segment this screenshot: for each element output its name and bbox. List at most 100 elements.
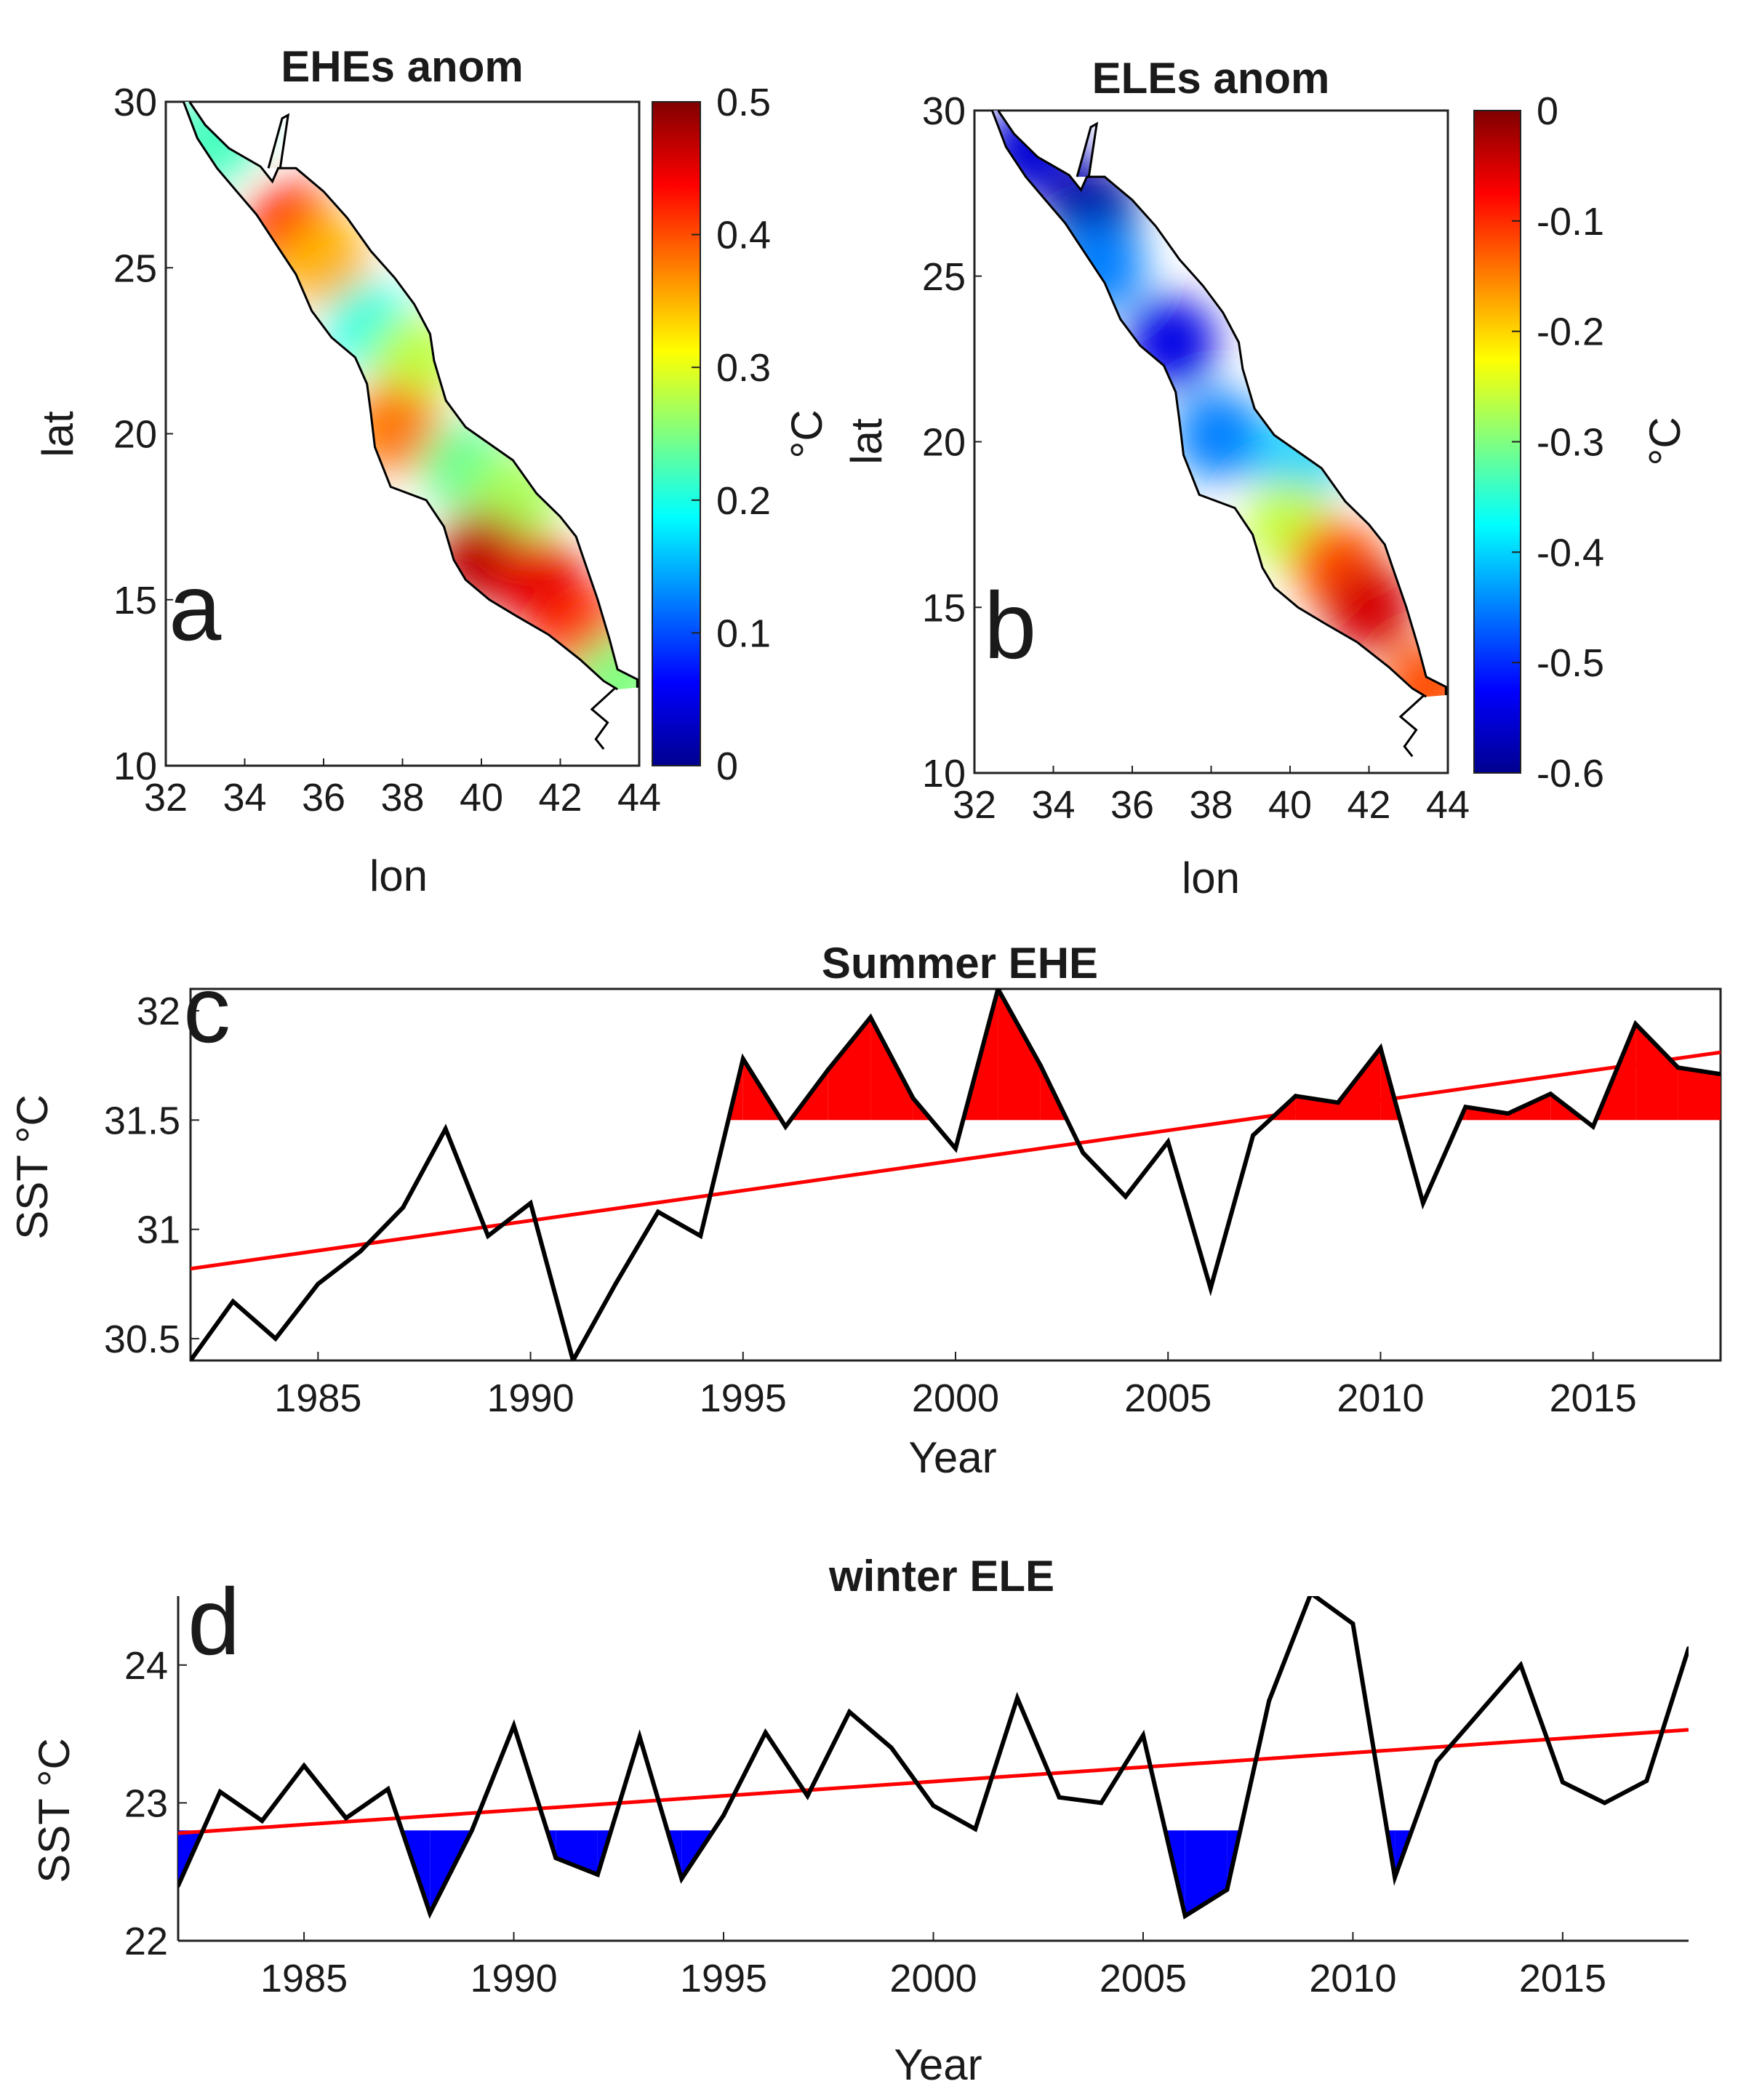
field-cell — [1382, 641, 1446, 697]
sst-point — [1633, 1022, 1638, 1027]
sst-point — [1208, 1286, 1213, 1291]
chart-d-title: winter ELE — [828, 1552, 1054, 1600]
trend-line — [191, 1050, 1721, 1271]
sst-point — [613, 1281, 618, 1286]
colorbar-tick-label: 0.2 — [716, 479, 771, 523]
chart-d-xlabel: Year — [894, 2040, 982, 2089]
exceedance-fill — [998, 989, 1041, 1121]
colorbar-tick-label: 0 — [1537, 89, 1558, 133]
map-a-xlabel: lon — [369, 851, 428, 900]
x-tick-label: 1995 — [700, 1376, 787, 1420]
sst-point — [1123, 1194, 1128, 1199]
coastline-b — [990, 110, 1447, 758]
x-tick-label: 44 — [1426, 783, 1470, 827]
field-cell — [1174, 390, 1265, 481]
y-tick-label: 20 — [922, 421, 966, 465]
sst-point — [273, 1336, 278, 1341]
sst-point — [217, 1790, 223, 1795]
sst-point — [953, 1146, 958, 1151]
sst-point — [1420, 1201, 1425, 1206]
y-tick-label: 25 — [922, 255, 966, 299]
sst-point — [1336, 1100, 1340, 1105]
colorbar-tick-label: -0.5 — [1537, 641, 1604, 685]
sst-point — [1267, 1699, 1272, 1704]
colorbar-tick-label: 0.5 — [716, 81, 771, 124]
exceedance-fill — [828, 1017, 871, 1121]
sst-point — [1378, 1046, 1383, 1051]
sst-point — [931, 1803, 936, 1808]
sst-point — [1393, 1875, 1398, 1880]
y-tick-label: 31.5 — [104, 1099, 180, 1142]
y-tick-label: 15 — [922, 586, 966, 630]
colorbar-b-label: °C — [1641, 417, 1689, 465]
y-tick-label: 20 — [113, 413, 157, 457]
y-tick-label: 15 — [113, 579, 157, 622]
sst-point — [528, 1201, 533, 1206]
sst-point — [889, 1745, 894, 1750]
x-tick-label: 2000 — [889, 1957, 977, 2000]
sst-point — [1057, 1795, 1062, 1800]
sst-point — [1166, 1139, 1171, 1145]
colorbar-tick-label: -0.3 — [1537, 421, 1604, 465]
sst-point — [868, 1015, 873, 1020]
exceedance-fill — [1678, 1067, 1721, 1121]
sst-point — [740, 1057, 745, 1062]
colorbar-tick-label: -0.6 — [1537, 752, 1604, 795]
sst-point — [1644, 1779, 1649, 1784]
y-tick-label: 25 — [113, 247, 157, 290]
y-tick-label: 22 — [124, 1920, 168, 1963]
sst-point — [1014, 1696, 1020, 1701]
y-tick-label: 32 — [137, 990, 180, 1033]
sst-point — [401, 1205, 406, 1210]
sst-point — [655, 1209, 660, 1214]
x-tick-label: 1990 — [486, 1376, 574, 1420]
sst-point — [1182, 1913, 1188, 1918]
sst-point — [511, 1723, 516, 1728]
x-tick-label: 2015 — [1519, 1957, 1606, 2000]
sst-point — [1476, 1711, 1481, 1716]
sst-point — [1518, 1662, 1523, 1667]
sst-point — [469, 1828, 474, 1833]
panel-d: winter ELE Year SST °C 1985 1990 1995 2000 2… — [30, 1552, 1689, 2089]
colorbar-tick-label: 0.3 — [716, 346, 771, 390]
x-tick-label: 38 — [380, 776, 424, 819]
sst-point — [571, 1358, 575, 1360]
sst-point — [1293, 1094, 1298, 1099]
sst-point — [973, 1827, 978, 1832]
sst-point — [1225, 1887, 1230, 1892]
exceedance-fill — [556, 1830, 598, 1875]
colorbar-tick-label: -0.4 — [1537, 531, 1604, 574]
colorbar-a — [652, 101, 701, 766]
y-tick-label: 30 — [922, 89, 966, 133]
panel-b: 32 34 36 38 40 42 44 10 15 20 25 30 ELEs anom lon l… — [842, 54, 1689, 902]
x-tick-label: 38 — [1189, 783, 1233, 827]
sst-point — [910, 1096, 916, 1101]
map-a-axes: 32 34 36 38 40 42 44 10 15 20 25 30 — [113, 81, 661, 819]
sst-point — [553, 1856, 558, 1861]
map-b-axes: 32 34 36 38 40 42 44 10 15 20 25 30 — [922, 89, 1470, 827]
x-tick-label: 36 — [1110, 783, 1154, 827]
trend-line — [178, 1728, 1689, 1835]
x-tick-label: 34 — [223, 776, 266, 819]
sst-point — [358, 1249, 363, 1254]
sst-point — [302, 1763, 307, 1768]
sst-point — [343, 1816, 348, 1821]
x-tick-label: 2015 — [1550, 1376, 1637, 1420]
x-tick-label: 36 — [302, 776, 345, 819]
y-tick-label: 10 — [113, 745, 157, 788]
sst-point — [385, 1787, 391, 1792]
colorbar-tick-label: 0.4 — [716, 214, 771, 257]
chart-c-xlabel: Year — [908, 1433, 996, 1482]
sst-point — [1463, 1105, 1468, 1110]
y-tick-label: 30 — [113, 81, 157, 124]
panel-a: 32 34 36 38 40 42 44 10 15 20 25 30 EHEs anom lon l… — [33, 42, 831, 900]
y-tick-label: 10 — [922, 752, 966, 795]
sst-point — [231, 1299, 236, 1304]
colorbar-a-ticks: 0 0.1 0.2 0.3 0.4 0.5 — [692, 81, 771, 788]
sst-point — [679, 1876, 684, 1881]
map-b-xlabel: lon — [1182, 854, 1240, 902]
sst-point — [847, 1710, 852, 1715]
colorbar-tick-label: -0.2 — [1537, 310, 1604, 354]
sst-point — [1602, 1800, 1607, 1806]
field-cell — [1323, 562, 1414, 653]
